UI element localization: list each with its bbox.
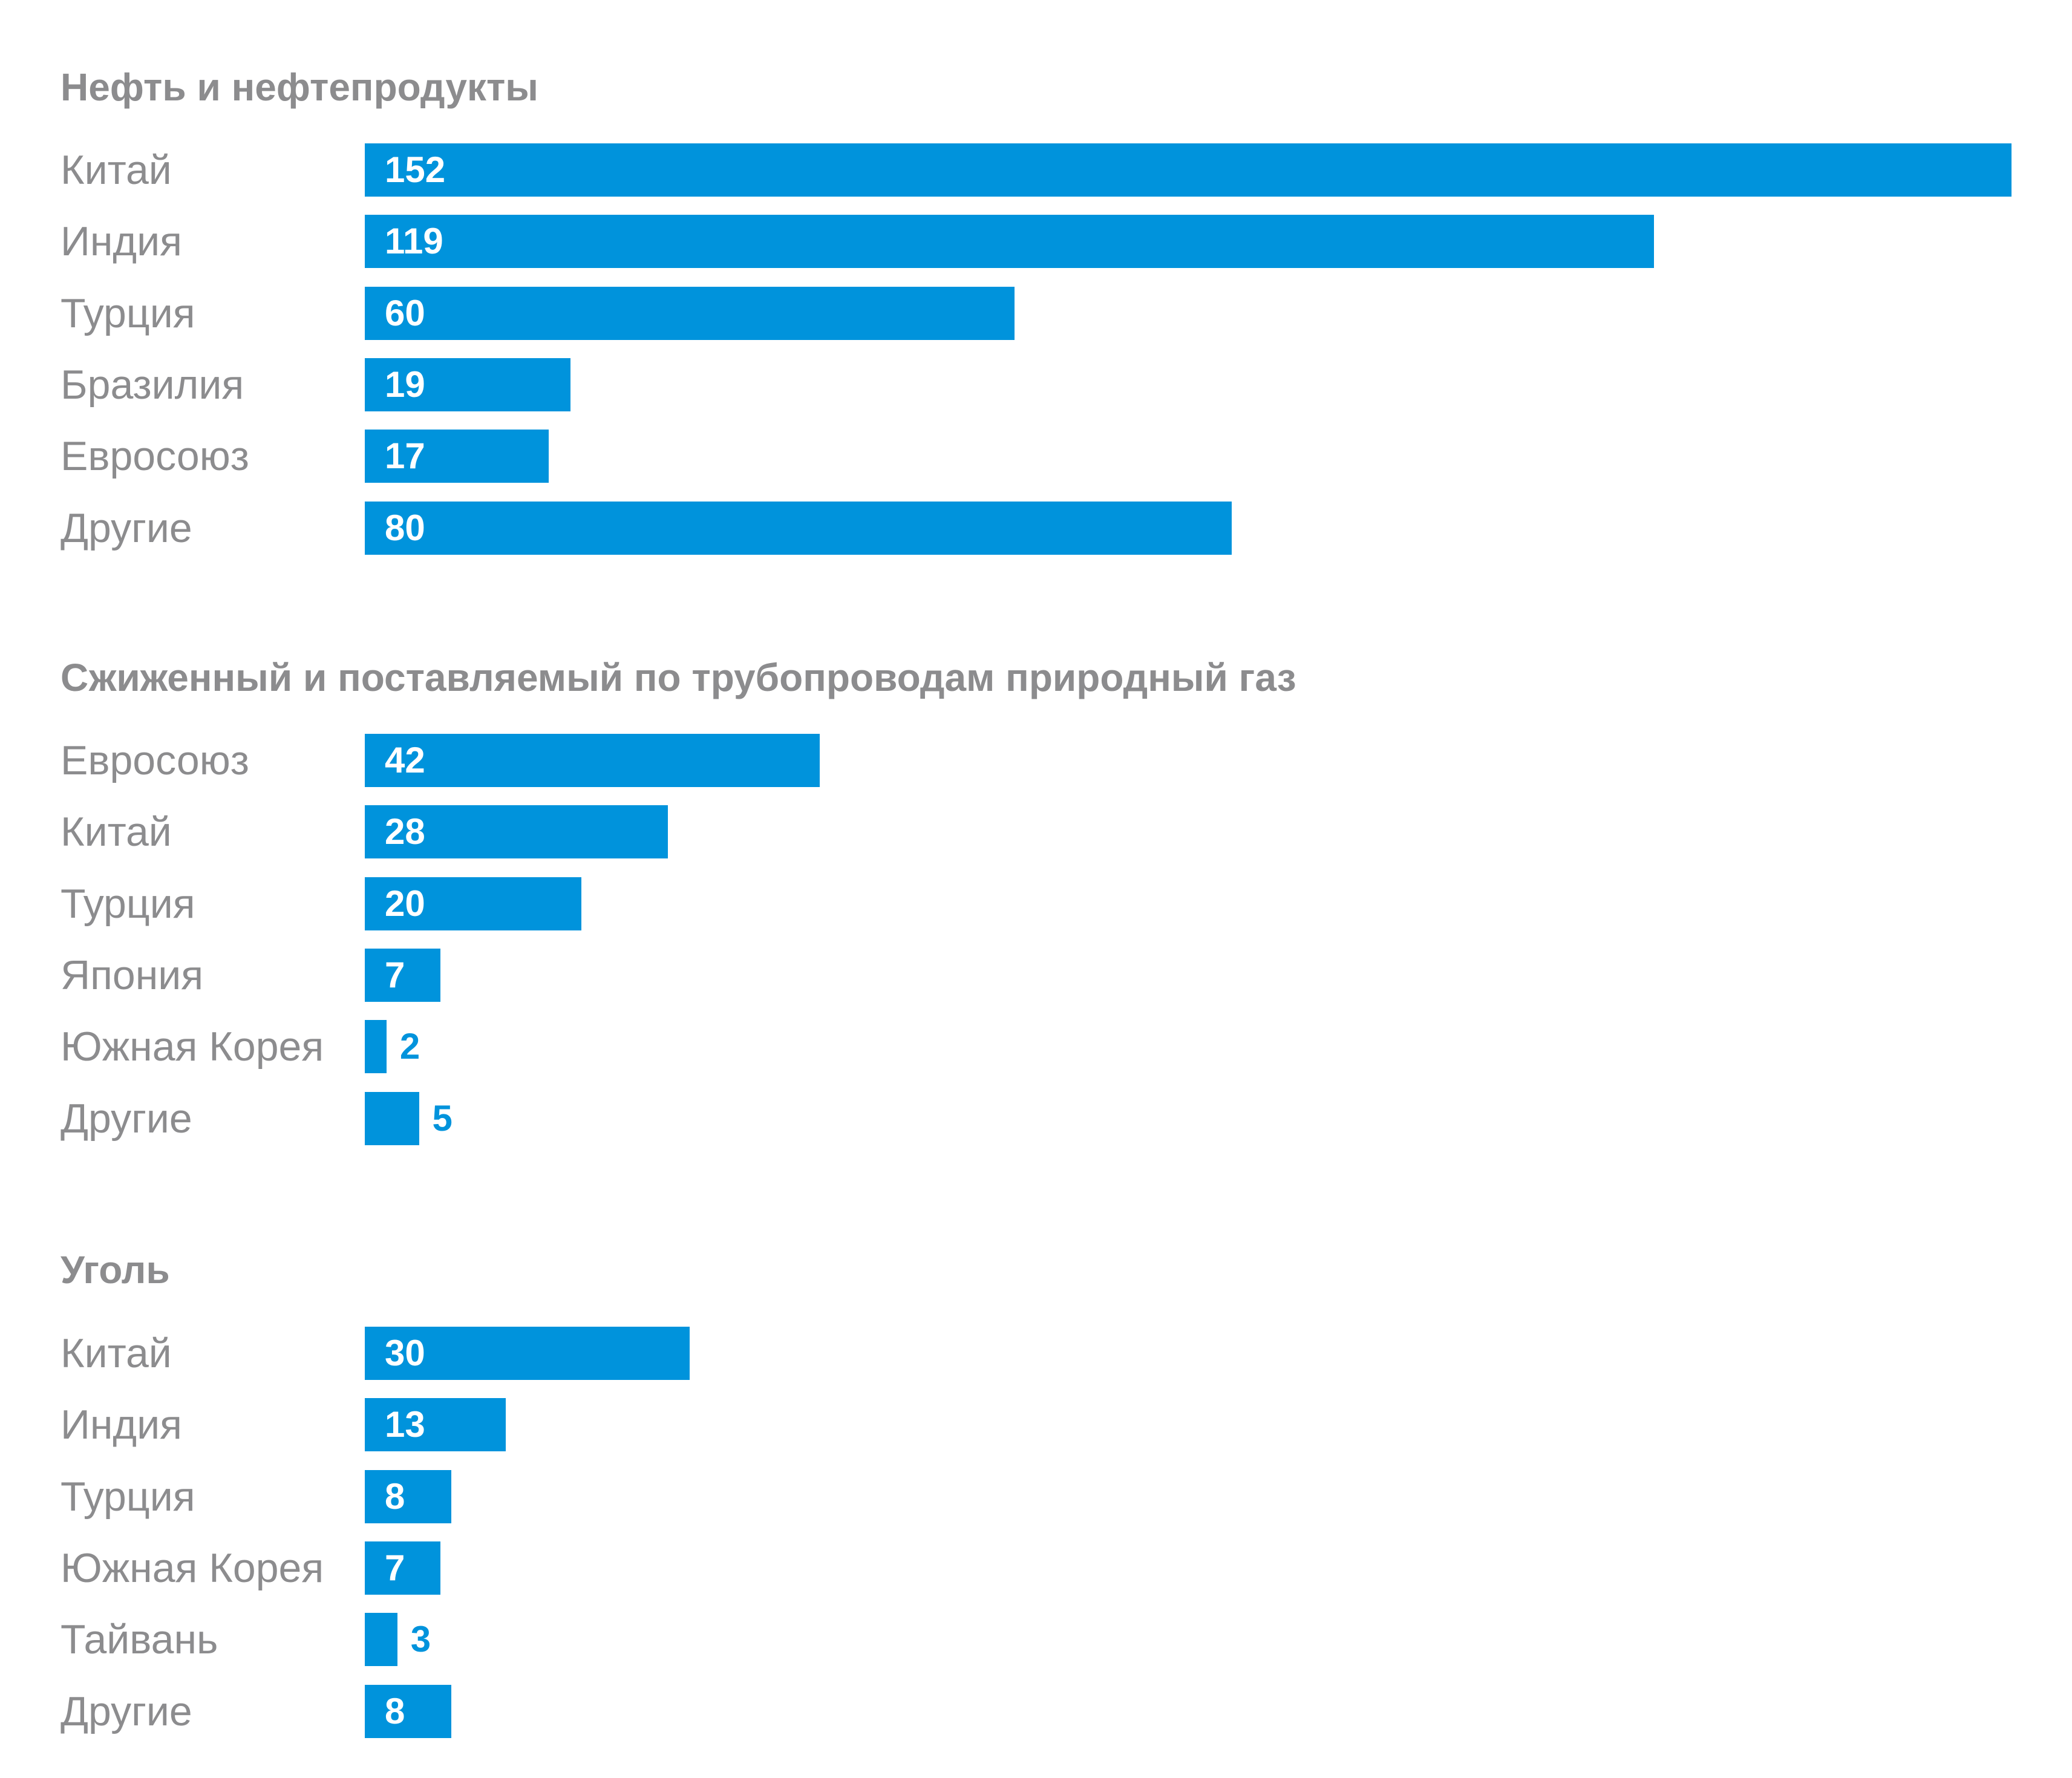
category-label: Китай xyxy=(60,147,172,193)
data-label: 28 xyxy=(385,811,425,852)
bar xyxy=(365,1684,452,1738)
data-label: 20 xyxy=(385,883,425,924)
bar xyxy=(365,1541,441,1595)
section-title: Уголь xyxy=(60,1248,170,1292)
data-label: 80 xyxy=(385,507,425,548)
data-label: 152 xyxy=(385,149,446,190)
data-label: 7 xyxy=(385,954,405,995)
bar xyxy=(365,286,1015,340)
data-label: 19 xyxy=(385,364,425,405)
data-label: 30 xyxy=(385,1333,425,1373)
data-label: 13 xyxy=(385,1404,425,1445)
data-label: 2 xyxy=(399,1026,420,1067)
bar xyxy=(365,734,820,787)
category-label: Другие xyxy=(60,1095,192,1142)
category-label: Япония xyxy=(60,952,204,998)
data-label: 17 xyxy=(385,436,425,477)
bar xyxy=(365,1469,452,1523)
category-label: Турция xyxy=(60,290,195,336)
category-label: Другие xyxy=(60,505,192,551)
section-title: Нефть и нефтепродукты xyxy=(60,65,538,109)
category-label: Бразилия xyxy=(60,361,244,408)
section-title: Сжиженный и поставляемый по трубопровода… xyxy=(60,656,1296,699)
category-label: Евросоюз xyxy=(60,433,249,480)
data-label: 7 xyxy=(385,1547,405,1588)
bar xyxy=(365,877,582,930)
category-label: Южная Корея xyxy=(60,1024,324,1070)
bar xyxy=(365,1398,506,1452)
bar xyxy=(365,143,2012,197)
category-label: Индия xyxy=(60,218,182,265)
data-label: 60 xyxy=(385,292,425,333)
bar xyxy=(365,215,1655,269)
bar xyxy=(365,1613,397,1667)
data-label: 119 xyxy=(385,221,443,262)
category-label: Тайвань xyxy=(60,1616,218,1663)
category-label: Евросоюз xyxy=(60,737,249,783)
bar xyxy=(365,430,549,483)
bar xyxy=(365,948,441,1002)
data-label: 8 xyxy=(385,1476,405,1517)
data-label: 3 xyxy=(410,1619,431,1660)
category-label: Китай xyxy=(60,1330,172,1376)
category-label: Индия xyxy=(60,1402,182,1448)
bar xyxy=(365,1091,419,1145)
bar xyxy=(365,805,668,859)
bar xyxy=(365,1327,690,1380)
category-label: Другие xyxy=(60,1688,192,1734)
data-label: 8 xyxy=(385,1690,405,1731)
bar xyxy=(365,358,571,411)
bar xyxy=(365,1020,387,1074)
data-label: 5 xyxy=(432,1097,453,1139)
bar xyxy=(365,501,1232,555)
category-label: Южная Корея xyxy=(60,1544,324,1591)
category-label: Китай xyxy=(60,809,172,855)
category-label: Турция xyxy=(60,880,195,927)
category-label: Турция xyxy=(60,1473,195,1520)
data-label: 42 xyxy=(385,740,425,780)
